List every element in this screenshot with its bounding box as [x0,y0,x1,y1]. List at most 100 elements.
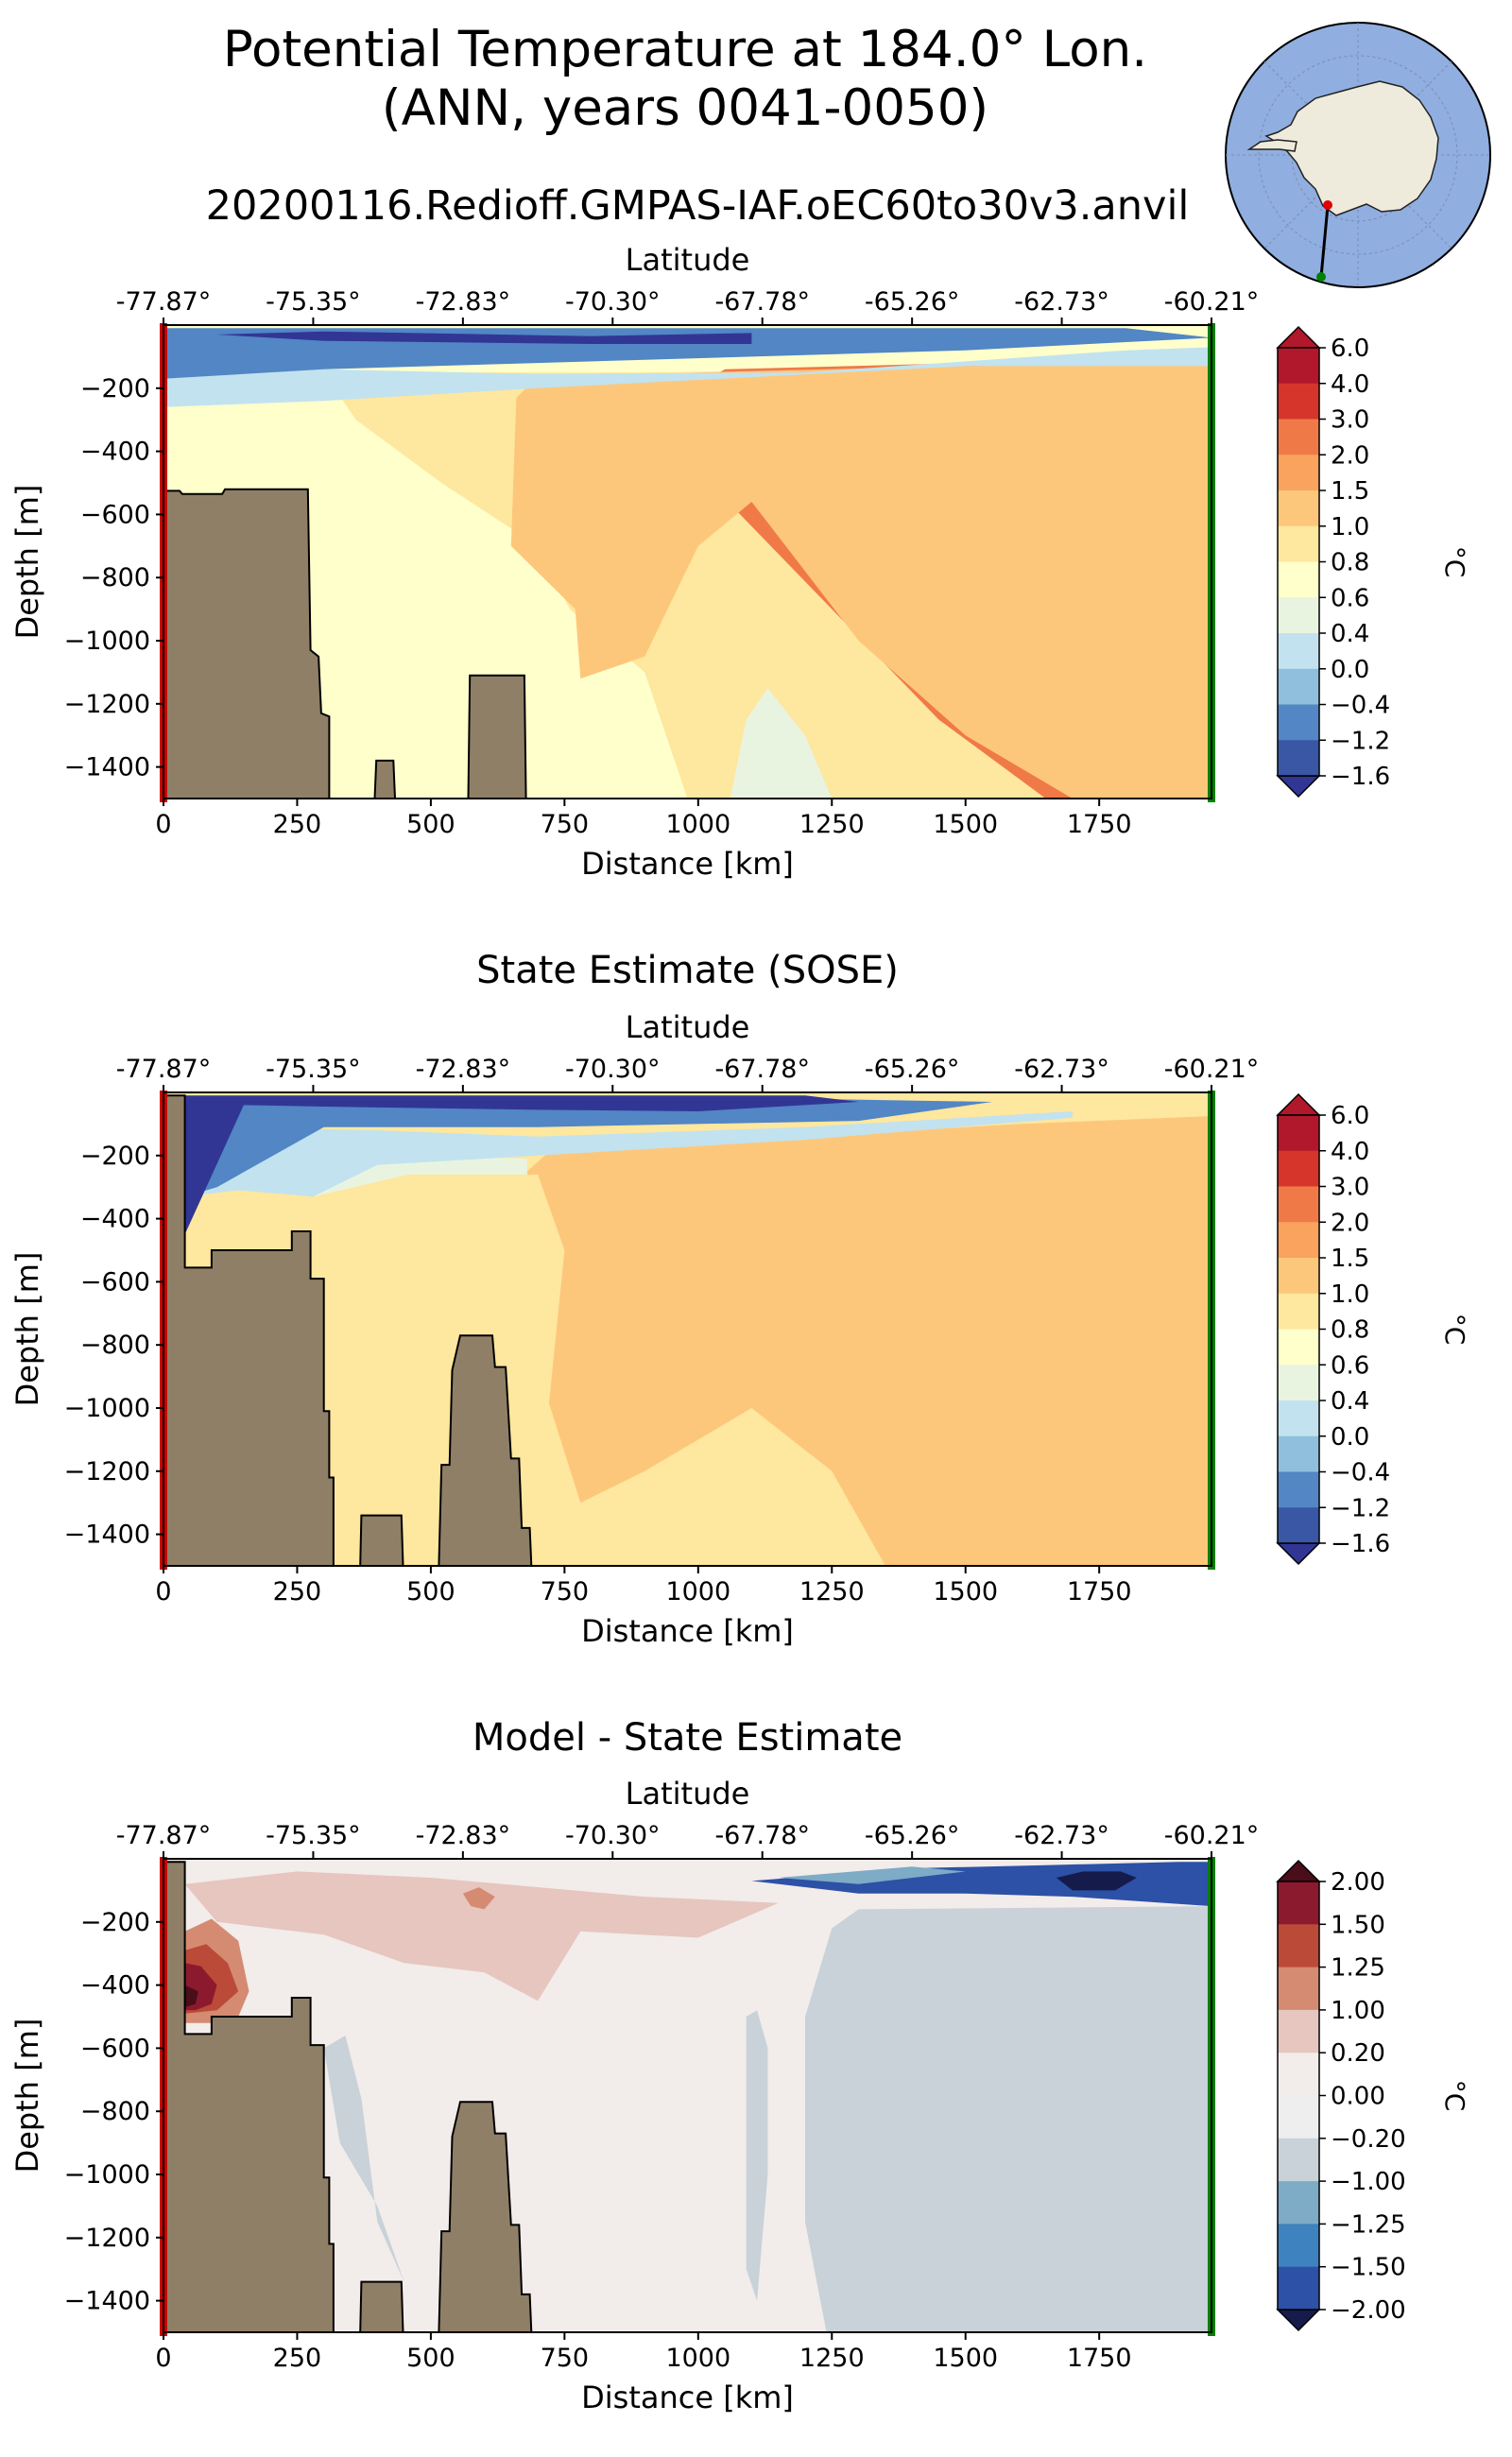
colorbar-tick-label: −1.50 [1331,2254,1406,2282]
figure-subtitle: 20200116.Redioff.GMPAS-IAF.oEC60to30v3.a… [206,182,1190,230]
colorbar-tick-label: 0.4 [1331,1387,1369,1416]
bathymetry-seamount [359,2280,404,2332]
colorbar-tick-label: 1.25 [1331,1954,1385,1983]
x-tick-label: 0 [155,810,171,839]
colorbar-tick-label: 6.0 [1331,1102,1369,1130]
colorbar-tick-label: 1.5 [1331,1245,1369,1273]
contour-band [746,2010,768,2301]
colorbar-tick-label: 0.8 [1331,549,1369,577]
colorbar-tick-label: 1.0 [1331,513,1369,541]
x-tick-label: 250 [273,2344,322,2373]
lat-tick-label: -72.83° [416,1821,511,1850]
y-tick-label: −1200 [64,1457,150,1486]
y-tick-label: −200 [80,374,150,404]
colorbar-segment [1278,2009,1319,2053]
y-tick-label: −400 [80,1205,150,1234]
lat-tick-label: -70.30° [565,1055,661,1084]
y-axis-label: Depth [m] [9,485,45,640]
colorbar-segment [1278,561,1319,598]
contour-band [163,347,1211,407]
colorbar-segment [1278,1293,1319,1330]
colorbar-tick-label: 0.4 [1331,620,1369,648]
lat-tick-label: -65.26° [865,287,960,317]
bathymetry-seamount [438,2101,533,2332]
x-tick-label: 500 [406,810,455,839]
bathymetry-seamount [359,1514,404,1566]
top-axis-label: Latitude [626,242,750,278]
colorbar-segment [1278,2053,1319,2096]
colorbar-tick-label: 0.6 [1331,1351,1369,1380]
contour-band [377,1174,875,1566]
y-tick-label: −800 [80,1331,150,1360]
lat-tick-label: -77.87° [116,1055,212,1084]
colorbar-tick-label: 4.0 [1331,1138,1369,1166]
colorbar-tick-label: 3.0 [1331,406,1369,435]
lat-tick-label: -75.35° [266,1055,361,1084]
y-tick-label: −800 [80,2097,150,2126]
y-axis-label: Depth [m] [9,2019,45,2174]
transect-start-dot [1323,200,1332,210]
colorbar-segment [1278,455,1319,491]
axes-frame [163,1858,1212,2333]
x-tick-label: 1000 [665,810,730,839]
colorbar-tick-label: −1.2 [1331,1494,1390,1522]
colorbar-segment [1278,633,1319,670]
colorbar-segment [1278,1222,1319,1259]
y-tick-label: −1400 [64,753,150,782]
colorbar-tick-label: 0.6 [1331,584,1369,612]
y-tick-label: −1400 [64,2287,150,2316]
colorbar-max-arrow [1276,1859,1321,1882]
colorbar-tick-label: −1.6 [1331,1530,1390,1558]
colorbar-min-arrow [1276,2309,1321,2332]
transect-end-dot [1316,272,1326,282]
colorbar-tick-label: 1.00 [1331,1997,1385,2025]
x-tick-label: 1500 [933,810,998,839]
x-tick-label: 1000 [665,1577,730,1606]
lat-tick-label: -72.83° [416,287,511,317]
x-tick-label: 1250 [799,2344,865,2373]
bathymetry-shelf [163,488,331,799]
colorbar-segment [1278,704,1319,741]
colorbar: 6.0 4.0 3.0 2.0 1.5 1.0 0.8 0.6 0.4 0.0 −0.4 −1.2 −1… [1276,325,1470,799]
colorbar-tick-label: 0.8 [1331,1316,1369,1345]
colorbar-label: °C [1439,1314,1470,1346]
colorbar: 6.0 4.0 3.0 2.0 1.5 1.0 0.8 0.6 0.4 0.0 −0.4 −1.2 −1… [1276,1092,1470,1566]
colorbar-max-arrow [1276,1092,1321,1116]
y-tick-label: −200 [80,1142,150,1171]
contour-field [163,1092,1211,1566]
colorbar-max-arrow [1276,325,1321,349]
colorbar-tick-label: −1.25 [1331,2210,1406,2239]
x-tick-label: 750 [541,1577,590,1606]
contour-band [778,1866,966,1884]
colorbar-tick-label: 4.0 [1331,370,1369,399]
x-tick-label: 0 [155,2344,171,2373]
contour-band [184,1111,1073,1197]
colorbar-tick-label: 2.0 [1331,441,1369,470]
contour-field [163,1859,1211,2332]
colorbar-segment [1278,1924,1319,1968]
colorbar-tick-label: 1.5 [1331,477,1369,506]
colorbar-tick-label: 1.0 [1331,1280,1369,1309]
colorbar-tick-label: 2.00 [1331,1868,1385,1897]
colorbar-tick-label: −0.4 [1331,692,1390,720]
contour-band [510,363,1211,799]
colorbar-min-arrow [1276,1542,1321,1566]
y-tick-label: −800 [80,563,150,593]
colorbar-tick-label: 0.00 [1331,2083,1385,2111]
colorbar-segment [1278,668,1319,705]
colorbar-tick-label: 3.0 [1331,1174,1369,1202]
colorbar-tick-label: 0.20 [1331,2039,1385,2068]
bathymetry-shelf [163,1861,335,2332]
y-tick-label: −200 [80,1908,150,1937]
lat-tick-label: -77.87° [116,287,212,317]
colorbar-segment [1278,383,1319,420]
colorbar-segment [1278,2181,1319,2225]
colorbar-segment [1278,597,1319,634]
contour-band [323,2036,404,2282]
colorbar-segment [1278,1881,1319,1925]
colorbar-tick-label: −1.00 [1331,2168,1406,2196]
colorbar-segment [1278,348,1319,385]
colorbar-segment [1278,1258,1319,1295]
bathymetry-seamount [438,1334,533,1566]
colorbar-label: °C [1439,2080,1470,2112]
